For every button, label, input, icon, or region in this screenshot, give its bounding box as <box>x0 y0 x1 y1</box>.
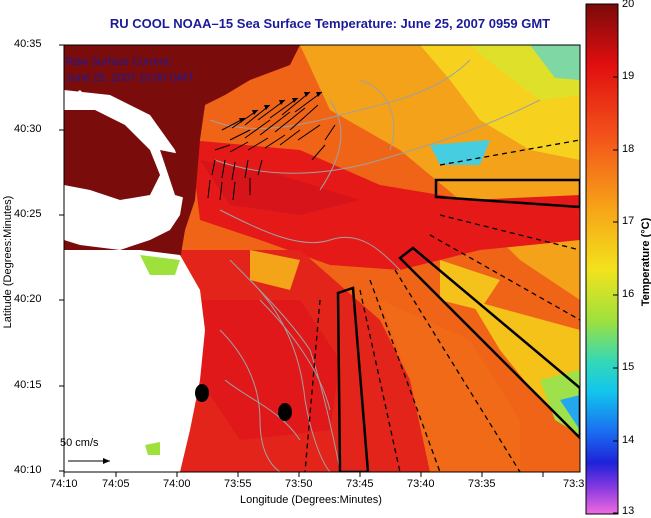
station-markers <box>195 384 292 421</box>
xtick-label: 73:50 <box>285 478 313 490</box>
vector-heads <box>103 92 322 464</box>
x-axis-label: Longitude (Degrees:Minutes) <box>240 494 382 506</box>
sst-image <box>64 45 580 472</box>
colorbar-label: Temperature (°C) <box>640 217 651 307</box>
ytick-label: 40:30 <box>14 123 42 135</box>
study-boxes <box>336 178 580 472</box>
transect-lines <box>304 139 580 472</box>
bathymetry-contours <box>209 59 541 472</box>
nj-coast <box>64 250 205 472</box>
ytick-label: 40:20 <box>14 293 42 305</box>
ytick-label: 40:35 <box>14 38 42 50</box>
colorbar-tick-label: 17 <box>622 215 635 227</box>
colorbar-ticks <box>613 3 618 514</box>
map-frame <box>63 44 581 473</box>
xtick-label: 73:35 <box>468 478 496 490</box>
colorbar <box>586 4 618 514</box>
xtick-label: 73:55 <box>224 478 252 490</box>
xtick-label: 73:3 <box>563 478 585 490</box>
scale-label: 50 cm/s <box>60 437 99 449</box>
ytick-label: 40:25 <box>14 208 42 220</box>
surface-current-vectors <box>68 91 336 462</box>
map-title: RU COOL NOAA–15 Sea Surface Temperature:… <box>109 16 551 31</box>
colorbar-tick-label: 16 <box>622 288 635 300</box>
ytick-label: 40:10 <box>14 464 42 476</box>
xtick-label: 74:10 <box>50 478 78 490</box>
current-annotation-line2: June 25, 2007 10:00 GMT <box>66 72 194 84</box>
colorbar-tick-label: 20 <box>622 0 635 10</box>
y-axis-label: Latitude (Degrees:Minutes) <box>2 195 14 329</box>
ytick-label: 40:15 <box>14 379 42 391</box>
axis-ticks <box>59 44 544 477</box>
colorbar-tick-label: 13 <box>622 505 635 517</box>
xtick-label: 73:45 <box>346 478 374 490</box>
current-annotation-line1: Raw Surface Current: <box>66 56 172 68</box>
colorbar-tick-label: 18 <box>622 143 635 155</box>
xtick-label: 74:00 <box>163 478 191 490</box>
colorbar-tick-label: 19 <box>622 70 635 82</box>
colorbar-tick-label: 15 <box>622 361 635 373</box>
colorbar-tick-label: 14 <box>622 434 635 446</box>
xtick-label: 74:05 <box>102 478 130 490</box>
xtick-label: 73:40 <box>407 478 435 490</box>
